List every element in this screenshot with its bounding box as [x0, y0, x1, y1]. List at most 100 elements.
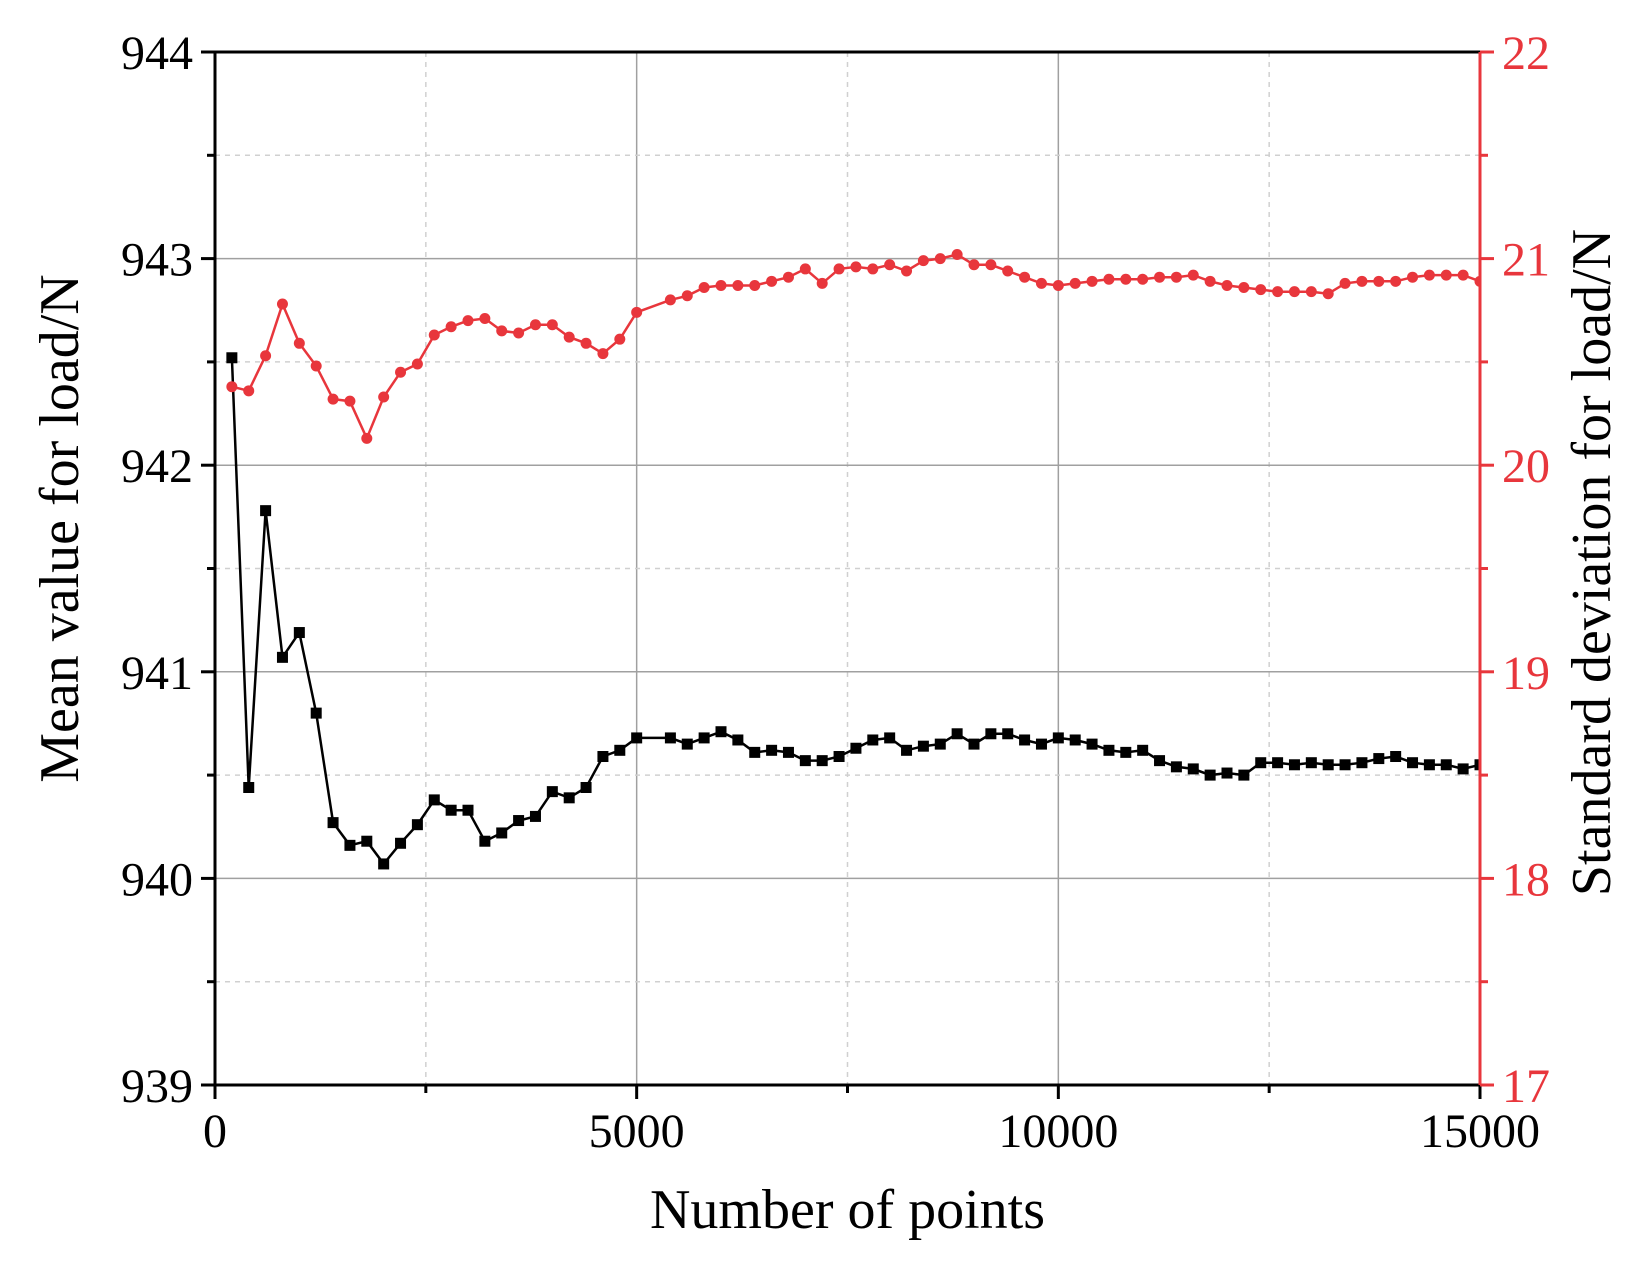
mean-data-point [1457, 763, 1469, 775]
std-dev-data-point [395, 366, 407, 378]
std-dev-data-point [1069, 277, 1081, 289]
std-dev-data-point [1339, 277, 1351, 289]
std-dev-data-point [243, 385, 255, 397]
mean-data-point [951, 728, 963, 740]
std-dev-data-point [361, 432, 373, 444]
mean-data-point [1272, 757, 1284, 769]
mean-data-point [833, 751, 845, 763]
mean-data-point [732, 734, 744, 746]
std-dev-data-point [1137, 273, 1149, 285]
std-dev-data-point [1035, 277, 1047, 289]
mean-data-point [782, 746, 794, 758]
mean-data-point [1069, 734, 1081, 746]
left-y-tick-label: 944 [121, 27, 193, 80]
std-dev-data-point [1187, 269, 1199, 281]
mean-data-point [1305, 757, 1317, 769]
mean-data-point [276, 651, 288, 663]
std-dev-data-point [1170, 271, 1182, 283]
mean-data-point [445, 804, 457, 816]
mean-data-point [631, 732, 643, 744]
std-dev-data-point [1288, 286, 1300, 298]
std-dev-data-point [462, 315, 474, 327]
mean-data-point [1154, 755, 1166, 767]
std-dev-data-point [260, 350, 272, 362]
mean-data-point [934, 738, 946, 750]
mean-data-point [749, 746, 761, 758]
std-dev-data-point [698, 282, 710, 294]
std-dev-data-point [715, 279, 727, 291]
std-dev-data-point [327, 393, 339, 405]
mean-data-point [715, 726, 727, 738]
left-y-tick-label: 940 [121, 853, 193, 906]
std-dev-data-point [614, 333, 626, 345]
mean-data-point [1170, 761, 1182, 773]
mean-data-point [1339, 759, 1351, 771]
std-dev-data-point [1390, 275, 1402, 287]
std-dev-data-point [597, 348, 609, 360]
mean-data-point [243, 781, 255, 793]
mean-data-point [1373, 753, 1385, 765]
std-dev-data-point [732, 279, 744, 291]
std-dev-data-point [1002, 265, 1014, 277]
std-dev-data-point [378, 391, 390, 403]
std-dev-data-point [1052, 279, 1064, 291]
right-y-tick-label: 18 [1502, 853, 1550, 906]
std-dev-data-point [1373, 275, 1385, 287]
x-tick-label: 15000 [1420, 1105, 1540, 1158]
mean-data-point [496, 827, 508, 839]
mean-data-point [327, 817, 339, 829]
mean-data-point [597, 751, 609, 763]
std-dev-data-point [901, 265, 913, 277]
std-dev-data-point [631, 306, 643, 318]
std-dev-data-point [951, 248, 963, 260]
mean-data-point [867, 734, 879, 746]
std-dev-data-point [1154, 271, 1166, 283]
mean-data-point [901, 744, 913, 756]
mean-data-point [1187, 763, 1199, 775]
mean-data-point [698, 732, 710, 744]
mean-data-point [260, 505, 272, 517]
mean-data-point [816, 755, 828, 767]
right-y-tick-label: 22 [1502, 27, 1550, 80]
mean-data-point [1407, 757, 1419, 769]
mean-data-point [563, 792, 575, 804]
mean-data-point [546, 786, 558, 798]
left-y-tick-label: 942 [121, 440, 193, 493]
mean-data-point [681, 738, 693, 750]
mean-data-point [1423, 759, 1435, 771]
mean-data-point [1474, 759, 1480, 771]
mean-data-point [1103, 744, 1115, 756]
std-dev-data-point [1305, 286, 1317, 298]
mean-data-point [529, 810, 541, 822]
mean-data-point [1019, 734, 1031, 746]
mean-data-point [479, 835, 491, 847]
mean-data-point [1120, 746, 1132, 758]
std-dev-data-point [816, 277, 828, 289]
std-dev-data-point [799, 263, 811, 275]
std-dev-data-point [580, 337, 592, 349]
mean-data-point [395, 837, 407, 849]
std-dev-data-point [445, 321, 457, 333]
mean-data-point [1035, 738, 1047, 750]
x-axis-title: Number of points [650, 1179, 1045, 1241]
std-dev-data-point [1221, 279, 1233, 291]
std-dev-data-point [293, 337, 305, 349]
std-dev-data-point [496, 325, 508, 337]
std-dev-data-point [479, 313, 491, 325]
std-dev-data-point [1322, 288, 1334, 300]
mean-data-point [1322, 759, 1334, 771]
right-y-tick-label: 19 [1502, 647, 1550, 700]
mean-data-point [1137, 744, 1149, 756]
left-y-tick-label: 943 [121, 234, 193, 287]
std-dev-data-point [917, 255, 929, 267]
left-y-axis-title: Mean value for load/N [29, 274, 91, 782]
std-dev-data-point [1407, 271, 1419, 283]
std-dev-data-point [1255, 284, 1267, 296]
mean-data-point [1440, 759, 1452, 771]
mean-data-point [1002, 728, 1014, 740]
std-dev-data-point [766, 275, 778, 287]
mean-data-point [799, 755, 811, 767]
mean-data-point [580, 781, 592, 793]
